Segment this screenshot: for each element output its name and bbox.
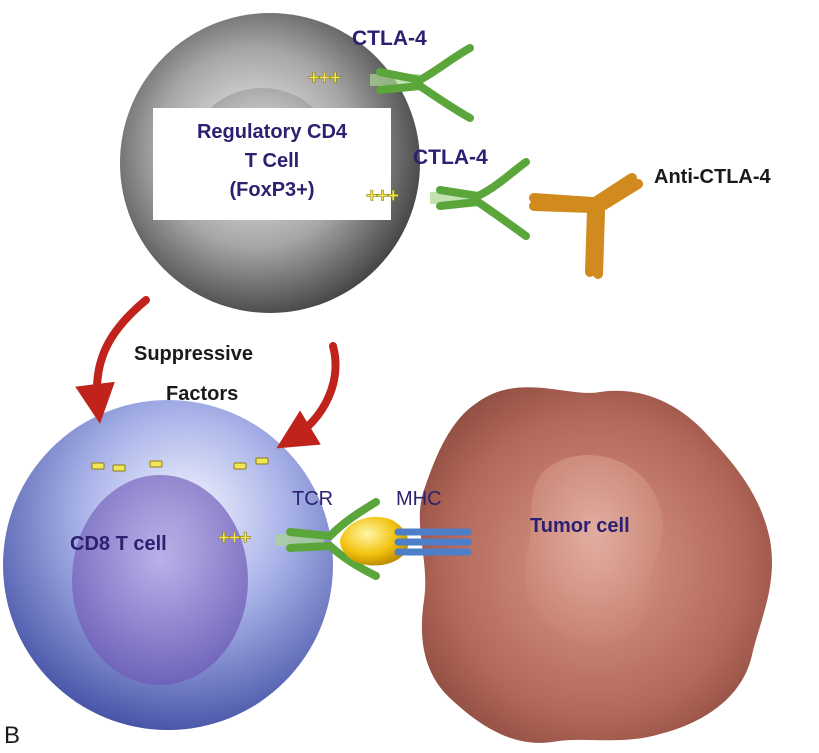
positive-charge-cd8: +++ — [218, 527, 252, 550]
tcr-mhc-complex — [276, 498, 472, 580]
ctla4-receptor-middle — [430, 158, 530, 240]
negative-charges — [91, 457, 269, 472]
treg-label-line2: T Cell — [244, 150, 300, 172]
treg-label-line3: (FoxP3+) — [229, 179, 315, 201]
treg-label-box — [153, 108, 391, 220]
ctla4-receptor-top — [370, 44, 474, 122]
ctla4-label-middle: CTLA-4 — [413, 146, 488, 169]
tcr-label: TCR — [292, 488, 334, 510]
panel-letter: B — [4, 722, 21, 749]
mhc-molecule — [394, 528, 472, 556]
treg-label: Regulatory CD4 T Cell (FoxP3+) — [153, 118, 391, 205]
anti-ctla4-antibody — [529, 173, 643, 279]
cd8-label: CD8 T cell — [70, 533, 167, 555]
tumor-cell — [419, 387, 773, 743]
tumor-label: Tumor cell — [530, 515, 630, 537]
positive-charge-top: +++ — [308, 67, 342, 90]
treg-label-line1: Regulatory CD4 — [196, 121, 348, 143]
mhc-label: MHC — [396, 488, 442, 510]
suppressive-arrow-right — [276, 342, 340, 449]
ctla4-label-top: CTLA-4 — [352, 27, 427, 50]
cd8-t-cell — [3, 400, 333, 730]
suppressive-arrow-left — [75, 296, 150, 424]
suppressive-label: Suppressive — [134, 343, 253, 365]
positive-charge-middle: +++ — [366, 185, 400, 208]
anti-ctla4-label: Anti-CTLA-4 — [654, 166, 771, 188]
factors-label: Factors — [166, 383, 239, 405]
antigen-peptide — [340, 516, 409, 566]
